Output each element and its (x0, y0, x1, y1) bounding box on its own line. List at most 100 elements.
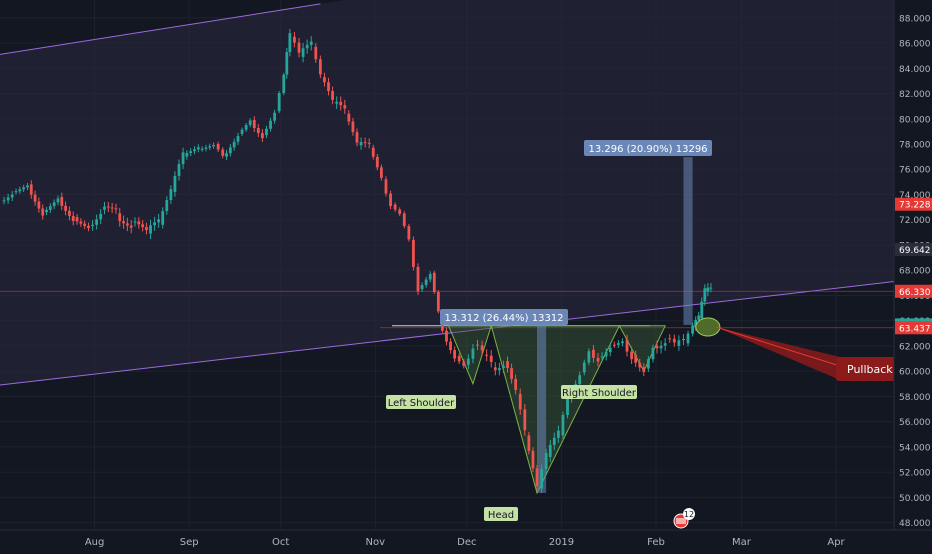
candle-body (682, 338, 685, 341)
price-tick-label: 58.000 (899, 393, 931, 403)
candle-body (56, 198, 60, 203)
candle-body (709, 287, 713, 289)
candle-body (149, 225, 152, 234)
time-tick-label: Oct (272, 537, 289, 548)
candle-body (616, 343, 620, 345)
price-tick-label: 48.000 (899, 519, 931, 529)
candle-body (33, 194, 37, 202)
candle-body (141, 224, 145, 228)
candle-body (625, 339, 629, 352)
price-tick-label: 50.000 (899, 494, 931, 504)
price-tick-label: 54.000 (899, 443, 931, 453)
candle-body (18, 189, 22, 192)
candle-body (436, 291, 440, 312)
pullback-label-bg (836, 357, 906, 381)
candle-body (638, 362, 642, 368)
candle-body (6, 197, 10, 201)
candle-body (700, 301, 704, 319)
candle-body (457, 356, 461, 362)
candle-body (367, 142, 371, 144)
price-axis[interactable] (894, 0, 932, 530)
candle-body (2, 200, 6, 202)
candle-body (181, 152, 185, 165)
candle-body (655, 345, 659, 349)
candle-body (587, 351, 591, 363)
candle-body (659, 345, 663, 349)
candle-body (216, 144, 220, 150)
candle-body (282, 74, 286, 94)
candle-body (663, 343, 667, 346)
candle-body (510, 368, 513, 380)
event-count: 12 (684, 510, 694, 519)
pullback-annotation[interactable]: Pullback (695, 317, 906, 381)
price-tick-label: 74.000 (899, 191, 931, 201)
candle-body (493, 367, 497, 371)
measure-2-label: 13.296 (20.90%) 13296 (588, 144, 707, 155)
measurement-labels: 13.312 (26.44%) 13312 13.296 (20.90%) 13… (440, 140, 712, 325)
candle-body (125, 223, 129, 226)
candle-body (91, 224, 94, 227)
candle-body (416, 266, 420, 292)
events-badge[interactable]: 12 (673, 508, 695, 529)
candle-body (389, 193, 392, 207)
candle-body (518, 393, 522, 410)
candle-body (10, 194, 14, 198)
candle-body (596, 357, 600, 362)
candle-body (424, 279, 428, 285)
event-count-bubble (683, 508, 695, 520)
price-tick-label: 62.000 (899, 342, 931, 352)
candle-body (193, 149, 196, 152)
candle-body (269, 120, 272, 129)
candle-body (314, 46, 318, 60)
candle-body (323, 77, 326, 83)
price-tick-label: 78.000 (899, 141, 931, 151)
candle-body (252, 120, 256, 129)
candle-body (165, 200, 169, 212)
candle-body (697, 315, 701, 320)
candle-body (208, 146, 212, 148)
candle-body (527, 435, 531, 451)
candle-body (118, 213, 122, 222)
candle-body (71, 215, 75, 221)
candle-body (318, 59, 322, 75)
trend-channel-upper-line[interactable] (0, 3, 321, 55)
candle-body (273, 112, 277, 121)
head-triangle (490, 325, 621, 495)
time-tick-label: Aug (85, 537, 105, 548)
candle-body (169, 189, 173, 201)
candle-body (305, 44, 309, 49)
candle-body (83, 223, 87, 226)
candle-body (363, 142, 367, 144)
candle-body (630, 351, 633, 360)
price-tick-label: 88.000 (899, 14, 931, 24)
candle-body (393, 204, 397, 210)
candle-body (177, 164, 181, 176)
candle-body (309, 41, 313, 45)
candle-body (87, 225, 90, 229)
price-label: 69.642 (899, 246, 931, 256)
candle-body (327, 82, 330, 91)
price-tick-label: 82.000 (899, 90, 931, 100)
measurement-boxes[interactable] (537, 157, 693, 493)
flag-stripes (676, 518, 686, 524)
head-label: Head (488, 510, 514, 521)
candle-body (548, 444, 552, 457)
candle-body (26, 185, 29, 188)
candle-body (604, 352, 608, 357)
time-axis[interactable] (0, 530, 932, 550)
candle-body (196, 147, 200, 150)
candle-body (540, 468, 543, 489)
candle-body (212, 144, 215, 147)
candle-body (608, 347, 612, 353)
candle-body (232, 141, 236, 148)
candle-body (68, 210, 71, 216)
pullback-callout-arrow (715, 326, 840, 380)
candle-body (351, 121, 355, 133)
candle-body (412, 239, 415, 267)
candle-body (497, 368, 501, 371)
candle-body (561, 414, 565, 436)
time-tick-label: Mar (732, 537, 752, 548)
candle-body (407, 226, 411, 240)
